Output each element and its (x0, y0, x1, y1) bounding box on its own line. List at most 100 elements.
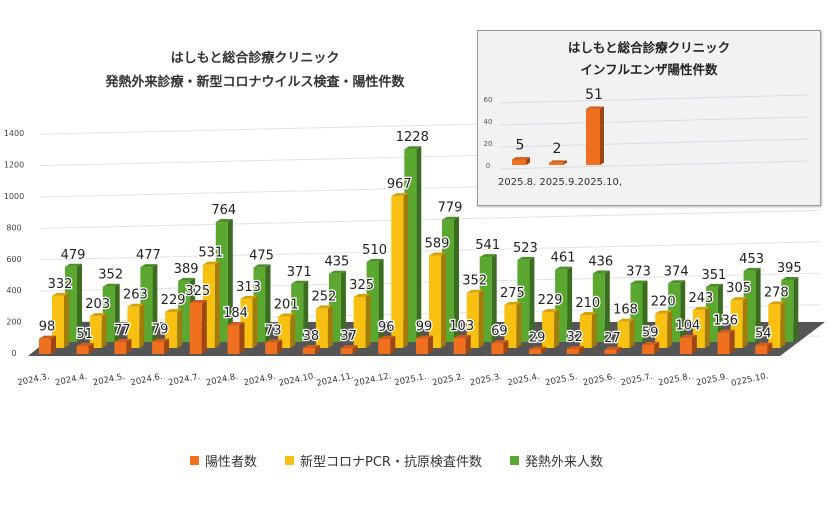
bar-0 (491, 340, 509, 354)
bar-front (52, 295, 64, 348)
data-label: 5 (516, 138, 525, 154)
legend-swatch (509, 456, 519, 465)
data-label: 352 (462, 274, 487, 289)
data-label: 523 (513, 241, 538, 256)
data-label: 779 (438, 201, 463, 216)
bar-side (529, 256, 535, 342)
bar-front (265, 342, 278, 354)
data-label: 210 (575, 296, 600, 311)
bar-side (126, 338, 132, 354)
data-label: 37 (340, 329, 357, 344)
bar-side (416, 146, 422, 342)
bar-side (252, 295, 258, 348)
x-tick-label: 2025.6. (582, 372, 616, 389)
bar-top (517, 256, 535, 260)
bar-side (704, 306, 710, 348)
bar-side (51, 335, 56, 354)
data-label: 263 (123, 288, 148, 303)
data-label: 305 (726, 281, 751, 296)
bar-top (76, 342, 94, 346)
data-label: 29 (529, 330, 546, 345)
bar-front (717, 332, 730, 354)
bar-0 (152, 338, 170, 354)
y-tick-label: 200 (6, 318, 21, 327)
inset-bar (586, 106, 604, 165)
data-label: 69 (491, 324, 508, 339)
data-label: 54 (755, 327, 772, 342)
bar-front (429, 255, 441, 348)
bar-side (680, 280, 686, 342)
bar-front (768, 304, 781, 348)
legend: 陽性者数 新型コロナPCR・抗原検査件数 発熱外来人数 (190, 451, 631, 470)
bar-0 (302, 345, 320, 354)
gridline (499, 160, 809, 170)
bar-0 (114, 338, 132, 354)
bar-1 (52, 292, 69, 348)
data-label: 229 (161, 293, 186, 308)
bar-side (554, 309, 560, 348)
y-tick-label: 1200 (4, 161, 24, 170)
bar-top (429, 252, 446, 256)
bar-front (189, 302, 202, 354)
bar-front (466, 292, 479, 348)
bar-front (512, 159, 526, 165)
x-tick-label: 2025.5. (544, 372, 578, 389)
bar-front (453, 337, 466, 354)
y-tick-label: 0 (11, 349, 16, 358)
bar-front (391, 196, 404, 348)
data-label: 589 (425, 237, 450, 252)
bar-top (479, 254, 497, 258)
bar-top (240, 295, 258, 299)
bar-1 (391, 193, 409, 348)
bar-side (780, 301, 786, 348)
x-tick-label: 2024.6. (130, 372, 164, 389)
data-label: 51 (76, 327, 93, 342)
bar-side (303, 280, 309, 342)
bar-top (705, 283, 723, 287)
bar-side (88, 342, 94, 354)
y-tick-label: 60 (484, 96, 493, 104)
data-label: 73 (265, 324, 282, 339)
bar-top (442, 216, 459, 220)
x-tick-label: 2025.9. (695, 372, 729, 389)
bar-top (165, 309, 183, 313)
bar-side (139, 303, 145, 348)
data-label: 435 (324, 255, 349, 270)
bar-side (503, 340, 509, 354)
bar-side (177, 309, 183, 348)
data-label: 371 (287, 265, 312, 280)
bar-top (340, 345, 358, 349)
bar-side (729, 329, 735, 354)
y-tick-label: 400 (6, 286, 21, 295)
bar-side (277, 339, 283, 354)
x-tick-label: 2025.8. (658, 372, 692, 389)
data-label: 313 (236, 280, 261, 295)
bar-front (76, 345, 89, 354)
bar-front (39, 338, 51, 354)
bar-0 (604, 346, 622, 354)
bar-top (253, 264, 271, 268)
bar-side (591, 312, 597, 348)
bar-0 (39, 335, 56, 354)
bar-top (102, 283, 120, 287)
data-label: 510 (362, 243, 387, 258)
bar-top (630, 280, 648, 284)
y-tick-label: 20 (484, 140, 493, 148)
bar-top (227, 322, 245, 326)
bar-side (114, 283, 120, 342)
bar-top (378, 335, 396, 339)
data-label: 77 (114, 323, 131, 338)
bar-top (189, 299, 207, 303)
data-label: 229 (538, 293, 563, 308)
bar-top (604, 346, 622, 350)
bar-front (549, 162, 563, 165)
influenza-inset-chart: はしもと総合診療クリニック インフルエンザ陽性件数 0 20 40 60 5 2 51 202… (477, 30, 821, 206)
inset-title-line2: インフルエンザ陽性件数 (580, 62, 718, 77)
bar-side (77, 263, 82, 342)
bar-front (604, 349, 617, 354)
data-label: 201 (274, 297, 299, 312)
bar-0 (227, 322, 245, 354)
bar-side (526, 157, 530, 165)
bar-side (755, 267, 761, 342)
bar-side (214, 261, 220, 348)
